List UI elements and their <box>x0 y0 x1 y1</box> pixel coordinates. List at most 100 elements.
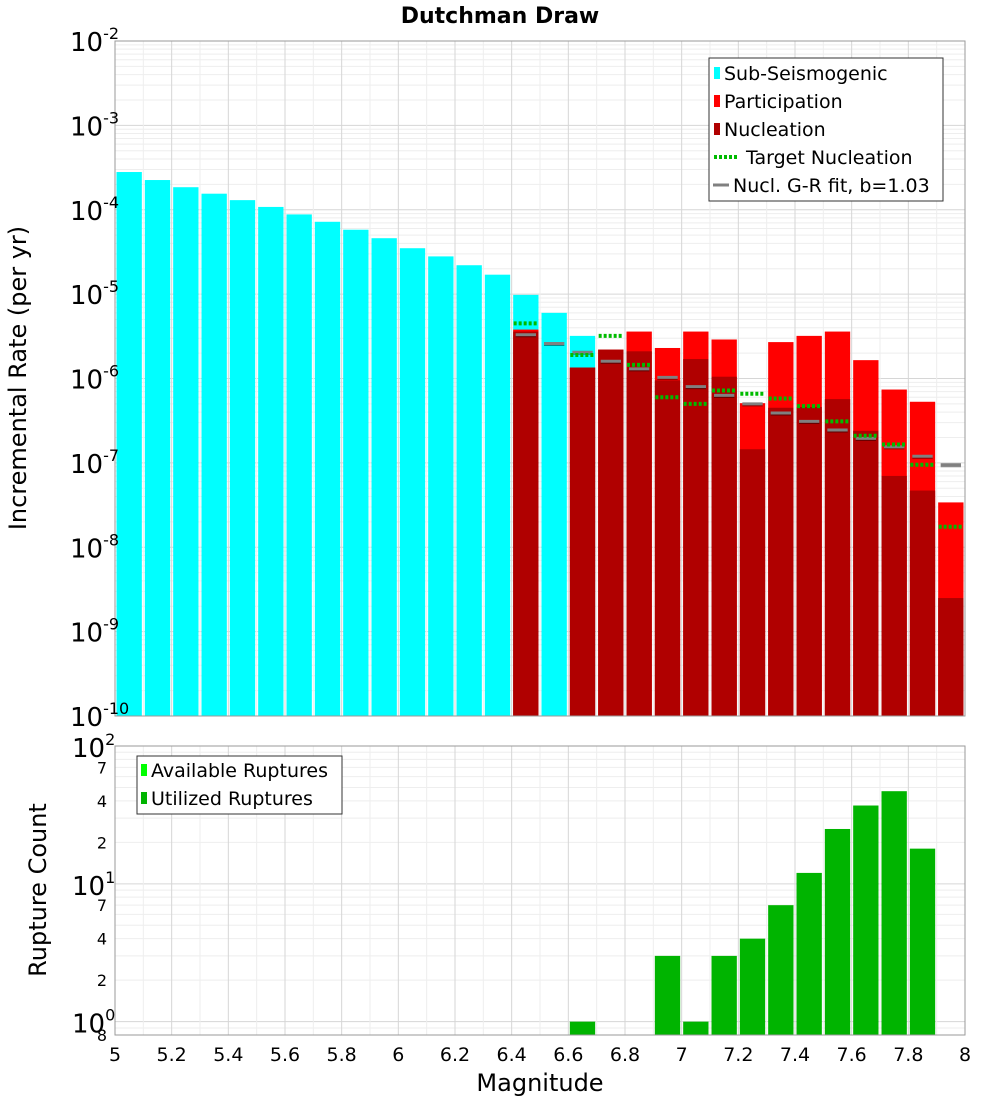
rates-y-tick-label: 10-10 <box>70 699 129 733</box>
sub-seismogenic-bar <box>314 221 341 716</box>
rates-panel: 10-10 10-9 10-8 10-7 10-6 10-5 10-4 10-3 10-2 Sub… <box>70 24 966 733</box>
sub-seismogenic-bar <box>201 193 227 716</box>
magnitude-tick-label: 8 <box>959 1044 971 1066</box>
legend-swatch-sub-seismogenic <box>714 67 720 79</box>
nucleation-bar <box>909 490 936 716</box>
ruptures-y-tick-label: 7 <box>97 896 107 915</box>
legend-swatch-nucleation <box>714 123 720 135</box>
rates-y-tick-label: 10-3 <box>70 108 119 142</box>
rates-bars <box>116 172 964 717</box>
rates-y-tick-label: 10-7 <box>70 446 119 480</box>
legend-label-utilized-ruptures: Utilized Ruptures <box>151 788 313 810</box>
rates-y-axis-label: Incremental Rate (per yr) <box>4 226 32 530</box>
magnitude-axis-label: Magnitude <box>476 1069 603 1097</box>
gr-fit-series <box>515 333 961 468</box>
nucleation-bar <box>626 351 652 716</box>
nucleation-bar <box>654 380 681 716</box>
ruptures-y-tick-label: 2 <box>97 833 107 852</box>
magnitude-tick-label: 5.2 <box>157 1044 187 1066</box>
ruptures-bars <box>569 791 936 1035</box>
sub-seismogenic-bar <box>173 187 199 716</box>
legend-swatch-utilized-ruptures <box>141 792 147 804</box>
nucleation-bar <box>739 449 766 716</box>
nucleation-bar <box>513 331 539 716</box>
nucleation-bar <box>796 406 822 716</box>
utilized-ruptures-bar <box>683 1021 709 1035</box>
magnitude-tick-label: 6.8 <box>610 1044 640 1066</box>
ruptures-legend-box <box>136 755 343 815</box>
nucleation-bar <box>711 376 737 716</box>
rates-y-tick-label: 10-4 <box>70 193 119 227</box>
ruptures-y-tick-label: 8 <box>97 1026 107 1045</box>
legend-swatch-participation <box>714 95 720 107</box>
ruptures-y-tick-label: 7 <box>97 758 107 777</box>
legend-label-sub-seismogenic: Sub-Seismogenic <box>724 63 888 85</box>
sub-seismogenic-bar <box>229 200 256 716</box>
ruptures-y-tick-label: 101 <box>72 868 115 902</box>
magnitude-tick-label: 5.8 <box>327 1044 357 1066</box>
chart-title: Dutchman Draw <box>401 4 600 29</box>
rates-legend-box <box>708 57 944 202</box>
sub-seismogenic-bar <box>428 256 454 716</box>
magnitude-tick-label: 6.6 <box>553 1044 583 1066</box>
rates-y-tick-label: 10-2 <box>70 24 119 58</box>
magnitude-x-ticks: 5 5.2 5.4 5.6 5.8 6 6.2 6.4 6.6 6.8 7 7.2 7.4 7.6 7.8 8 <box>109 1044 971 1066</box>
nucleation-bar <box>938 598 964 716</box>
magnitude-tick-label: 7.8 <box>893 1044 923 1066</box>
utilized-ruptures-bar <box>654 955 681 1035</box>
magnitude-tick-label: 6 <box>392 1044 404 1066</box>
rates-y-tick-label: 10-5 <box>70 277 119 311</box>
sub-seismogenic-bar <box>343 229 369 717</box>
sub-seismogenic-bar <box>456 265 482 716</box>
utilized-ruptures-bar <box>824 828 851 1035</box>
sub-seismogenic-bar <box>286 214 312 717</box>
ruptures-y-tick-label: 100 <box>72 1006 115 1040</box>
sub-seismogenic-bar <box>399 248 426 717</box>
nucleation-bar <box>598 349 624 716</box>
utilized-ruptures-bar <box>881 791 907 1035</box>
nucleation-bar <box>824 399 851 716</box>
nucleation-bar <box>768 407 794 716</box>
utilized-ruptures-bar <box>853 805 879 1035</box>
sub-seismogenic-bar <box>144 180 171 716</box>
nucleation-bar <box>853 430 879 716</box>
ruptures-y-tick-label: 102 <box>72 730 115 764</box>
nucleation-bar <box>683 359 709 716</box>
nucleation-bar <box>881 475 907 716</box>
ruptures-y-tick-label: 2 <box>97 971 107 990</box>
utilized-ruptures-bar <box>768 905 794 1035</box>
magnitude-tick-label: 7.2 <box>723 1044 753 1066</box>
legend-label-target-nucleation: Target Nucleation <box>745 147 913 169</box>
magnitude-tick-label: 6.4 <box>497 1044 527 1066</box>
legend-swatch-available-ruptures <box>141 764 147 776</box>
rates-legend: Sub-Seismogenic Participation Nucleation Ta… <box>708 57 944 202</box>
magnitude-tick-label: 7.4 <box>780 1044 810 1066</box>
rates-y-ticks: 10-10 10-9 10-8 10-7 10-6 10-5 10-4 10-3 10-2 <box>70 24 129 733</box>
magnitude-tick-label: 7.6 <box>837 1044 867 1066</box>
ruptures-y-tick-label: 4 <box>97 792 107 811</box>
magnitude-tick-label: 5.4 <box>213 1044 243 1066</box>
magnitude-tick-label: 7 <box>676 1044 688 1066</box>
magnitude-tick-label: 5.6 <box>270 1044 300 1066</box>
rates-y-tick-label: 10-9 <box>70 615 119 649</box>
sub-seismogenic-bar <box>258 206 284 716</box>
legend-label-nucleation: Nucleation <box>724 119 826 141</box>
legend-label-available-ruptures: Available Ruptures <box>151 760 328 782</box>
magnitude-tick-label: 5 <box>109 1044 121 1066</box>
magnitude-tick-label: 6.2 <box>440 1044 470 1066</box>
legend-label-participation: Participation <box>724 91 843 113</box>
sub-seismogenic-bar <box>484 274 511 716</box>
sub-seismogenic-bar <box>371 238 397 716</box>
sub-seismogenic-bar <box>541 312 567 716</box>
legend-label-nucl-g-r-fit-b-1-03: Nucl. G-R fit, b=1.03 <box>733 175 930 197</box>
rates-plot-frame <box>114 40 966 717</box>
ruptures-legend: Available Ruptures Utilized Ruptures <box>136 755 343 815</box>
ruptures-y-tick-label: 4 <box>97 930 107 949</box>
sub-seismogenic-bar <box>116 172 142 716</box>
rates-y-tick-label: 10-6 <box>70 362 119 396</box>
nucleation-bar <box>569 367 596 716</box>
